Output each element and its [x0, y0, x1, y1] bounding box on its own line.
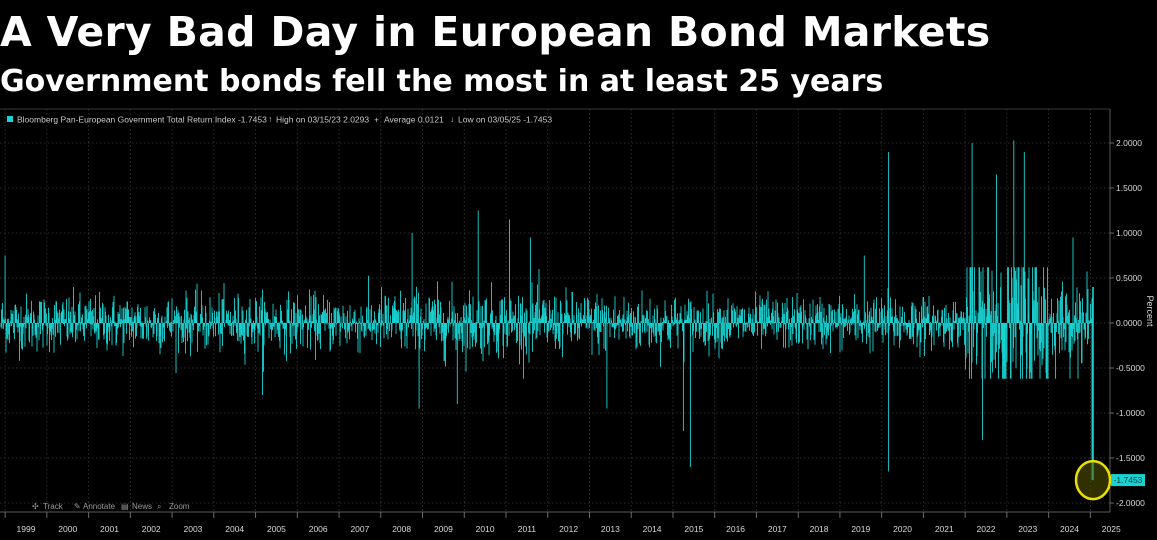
legend-series-label: Bloomberg Pan-European Government Total … [17, 115, 267, 125]
return-bars [0, 140, 1093, 481]
highlight-circle [1074, 459, 1112, 501]
x-tick-label: 2003 [183, 524, 202, 534]
x-tick-label: 2017 [768, 524, 787, 534]
x-tick-label: 2012 [559, 524, 578, 534]
news-label: News [132, 502, 152, 511]
zoom-icon: ⌕ [157, 502, 161, 511]
x-tick-label: 2024 [1060, 524, 1079, 534]
chart-title: A Very Bad Day in European Bond Markets [0, 8, 991, 56]
x-tick-labels: 1999 2000 2001 2002 2003 2004 2005 2006 2007 2008… [17, 524, 1121, 534]
y-tick-label: 1.5000 [1116, 183, 1142, 193]
x-tick-label: 2005 [267, 524, 286, 534]
x-tick-label: 2023 [1018, 524, 1037, 534]
x-tick-label: 1999 [17, 524, 36, 534]
zoom-label: Zoom [169, 502, 190, 511]
y-axis-label: Percent [1145, 295, 1155, 327]
last-value-text: -1.7453 [1114, 475, 1143, 485]
x-tick-label: 2019 [851, 524, 870, 534]
y-tick-label: -2.0000 [1116, 498, 1145, 508]
y-tick-labels: 2.0000 1.5000 1.0000 0.5000 0.0000 -0.5000 -1.… [1116, 138, 1145, 508]
x-tick-label: 2022 [977, 524, 996, 534]
y-tick-label: 2.0000 [1116, 138, 1142, 148]
x-tick-label: 2004 [225, 524, 244, 534]
x-tick-label: 2000 [58, 524, 77, 534]
x-tick-label: 2008 [392, 524, 411, 534]
zoom-button[interactable]: ⌕ Zoom [157, 502, 190, 511]
chart-toolbar: ✣ Track ✎ Annotate ▤ News ⌕ Zoom [32, 502, 190, 511]
x-tick-label: 2013 [601, 524, 620, 534]
x-tick-label: 2018 [810, 524, 829, 534]
x-tick-label: 2014 [643, 524, 662, 534]
legend: Bloomberg Pan-European Government Total … [7, 114, 552, 125]
x-tick-label: 2006 [309, 524, 328, 534]
track-label: Track [43, 502, 64, 511]
x-tick-label: 2001 [100, 524, 119, 534]
legend-average-icon: + [374, 115, 379, 125]
annotate-label: Annotate [83, 502, 116, 511]
x-tick-label: 2009 [434, 524, 453, 534]
legend-high-icon: ↑ [268, 114, 272, 124]
x-tick-label: 2002 [142, 524, 161, 534]
annotate-button[interactable]: ✎ Annotate [74, 502, 116, 511]
y-tick-label: 0.0000 [1116, 318, 1142, 328]
x-tick-label: 2010 [476, 524, 495, 534]
legend-swatch [7, 116, 13, 122]
legend-high-label: High on 03/15/23 2.0293 [276, 115, 369, 125]
y-tick-label: -1.5000 [1116, 453, 1145, 463]
x-tick-label: 2011 [518, 524, 537, 534]
x-tick-label: 2025 [1102, 524, 1121, 534]
track-button[interactable]: ✣ Track [32, 502, 64, 511]
y-tick-label: 0.5000 [1116, 273, 1142, 283]
last-value-marker: -1.7453 [1074, 459, 1145, 501]
data-series [0, 140, 1094, 481]
annotate-icon: ✎ [74, 502, 81, 511]
x-tick-label: 2007 [350, 524, 369, 534]
x-tick-label: 2020 [893, 524, 912, 534]
track-icon: ✣ [32, 502, 39, 511]
news-icon: ▤ [121, 502, 129, 511]
news-button[interactable]: ▤ News [121, 502, 152, 511]
y-tick-label: 1.0000 [1116, 228, 1142, 238]
legend-low-icon: ↓ [450, 114, 454, 124]
x-tick-label: 2021 [935, 524, 954, 534]
x-tick-label: 2016 [726, 524, 745, 534]
x-tick-label: 2015 [684, 524, 703, 534]
last-value-tag [1111, 474, 1145, 487]
y-tick-label: -0.5000 [1116, 363, 1145, 373]
y-tick-label: -1.0000 [1116, 408, 1145, 418]
legend-low-label: Low on 03/05/25 -1.7453 [458, 115, 552, 125]
chart-subtitle: Government bonds fell the most in at lea… [0, 64, 884, 99]
legend-average-label: Average 0.0121 [384, 115, 444, 125]
